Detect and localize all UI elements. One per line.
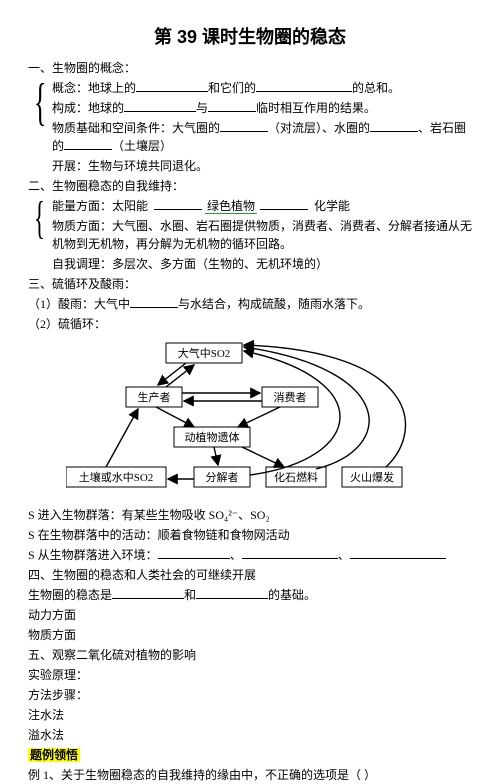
example-1: 例 1、关于生物圈稳态的自我维持的缘由中，不正确的选项是（ ） (28, 766, 472, 784)
blank (220, 120, 268, 132)
sec1-l2c: 临时相互作用的结果。 (256, 101, 376, 115)
blank (242, 547, 338, 559)
sec2-l2: 物质方面：大气圈、水圈、岩石圈提供物质，消费者、消费者、分解者接通从无机物到无机… (52, 217, 472, 253)
sec3-s-in: S 进入生物群落：有某些生物吸收 SO₄²⁻、SO₂ (28, 506, 472, 524)
sec1-l3a: 物质基础和空间条件：大气圈的 (52, 121, 220, 135)
sec3-l2: （2）硫循环： (28, 315, 472, 333)
sec4-l3: 物质方面 (28, 626, 472, 644)
sec4-l1c: 的基础。 (268, 588, 316, 602)
sec4-l2: 动力方面 (28, 606, 472, 624)
node-remains: 动植物遗体 (185, 430, 240, 444)
sec4-l1a: 生物圈的稳态是 (28, 588, 112, 602)
sec1-l2b: 与 (196, 101, 208, 115)
blank (64, 138, 112, 150)
node-producer: 生产者 (138, 390, 171, 404)
blank (370, 120, 418, 132)
sec2-l1c: 化学能 (314, 199, 350, 213)
sec1-brace-block: { 概念：地球上的 和它们的 的总和。 构成：地球的 与 临时相互作用的结果。 物质基础… (34, 79, 472, 175)
sec1-l3d: （土壤层） (112, 139, 172, 153)
blank (136, 80, 208, 92)
sec2-l1b: 绿色植物 (205, 199, 257, 214)
blank (208, 100, 256, 112)
sec1-l1a: 概念：地球上的 (52, 81, 136, 95)
sec1-l1c: 的总和。 (352, 81, 400, 95)
sec1-l2a: 构成：地球的 (52, 101, 124, 115)
sec3-s-out-c: 、 (338, 548, 350, 562)
sec4-l1b: 和 (184, 588, 196, 602)
blank (124, 100, 196, 112)
sec3-s-out-b: 、 (230, 548, 242, 562)
node-consumer: 消费者 (274, 390, 307, 404)
sec3-l1b: 与水结合，构成硫酸，随雨水落下。 (178, 297, 370, 311)
blank (350, 547, 446, 559)
node-decomposer: 分解者 (206, 470, 239, 484)
sulfur-cycle-diagram: 大气中SO2 生产者 消费者 动植物遗体 分解者 化石燃料 火山爆发 土壤或水中… (66, 339, 472, 504)
sec3-s-out-a: S 从生物群落进入环境： (28, 548, 158, 562)
sec3-l1a: （1）酸雨：大气中 (28, 297, 130, 311)
sec5-heading: 五、观察二氧化硫对植物的影响 (28, 646, 472, 664)
blank (256, 80, 352, 92)
node-fossil: 化石燃料 (274, 470, 318, 484)
blank (196, 587, 268, 599)
sec1-heading: 一、生物圈的概念： (28, 59, 472, 77)
sec3-s-act: S 在生物群落中的活动：顺着食物链和食物网活动 (28, 526, 472, 544)
sec2-brace-block: { 能量方面：太阳能 绿色植物 化学能 物质方面：大气圈、水圈、岩石圈提供物质，… (34, 197, 472, 273)
sec1-l3b: （对流层）、水圈的 (268, 121, 370, 135)
sec1-l1b: 和它们的 (208, 81, 256, 95)
sec5-l3: 注水法 (28, 706, 472, 724)
node-volcano: 火山爆发 (350, 470, 394, 484)
page-title: 第 39 课时生物圈的稳态 (28, 24, 472, 51)
sec2-l3: 自我调理：多层次、多方面（生物的、无机环境的） (52, 255, 472, 273)
blank (130, 296, 178, 308)
sec5-l1: 实验原理： (28, 666, 472, 684)
node-soil: 土壤或水中SO2 (79, 470, 154, 484)
sec2-heading: 二、生物圈稳态的自我维持： (28, 177, 472, 195)
sec4-heading: 四、生物圈的稳态和人类社会的可继续开展 (28, 566, 472, 584)
examples-heading: 题例领悟 (28, 748, 80, 762)
sec5-l2: 方法步骤： (28, 686, 472, 704)
brace-icon: { (34, 195, 45, 241)
blank (112, 587, 184, 599)
sec3-heading: 三、硫循环及酸雨： (28, 275, 472, 293)
blank (154, 198, 202, 210)
sec2-l1a: 能量方面：太阳能 (52, 199, 148, 213)
sec5-l4: 溢水法 (28, 726, 472, 744)
node-atm: 大气中SO2 (178, 346, 231, 360)
sec1-l4: 开展：生物与环境共同退化。 (52, 157, 472, 175)
blank (158, 547, 230, 559)
brace-icon: { (34, 77, 46, 129)
blank (260, 198, 308, 210)
